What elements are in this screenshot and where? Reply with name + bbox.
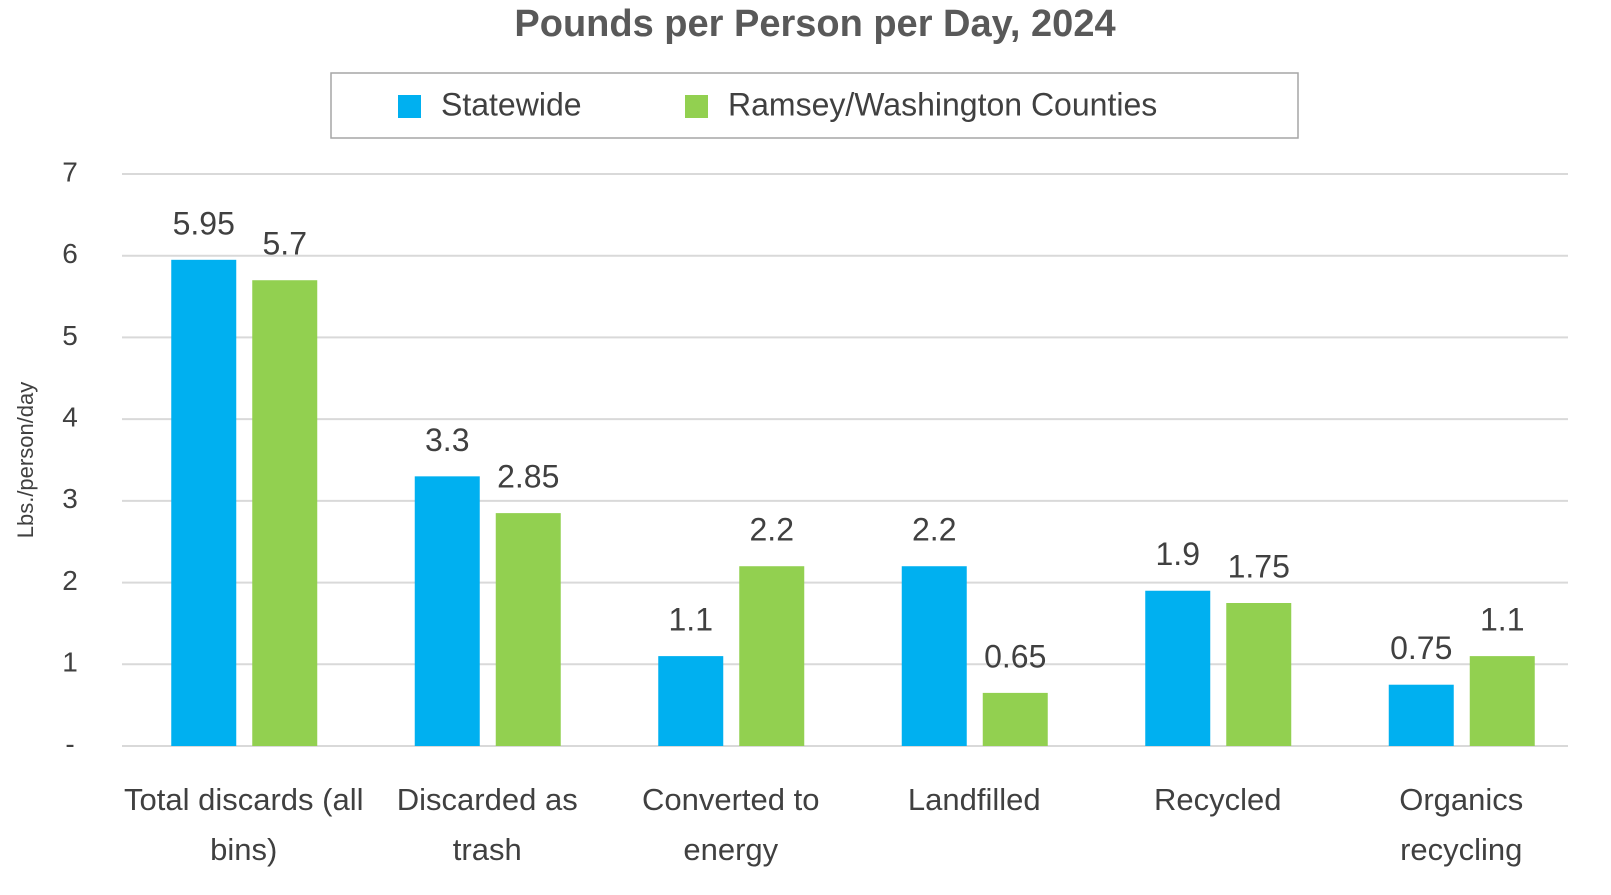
value-label: 2.85 bbox=[497, 459, 559, 495]
x-tick-label: Total discards (all bins) bbox=[124, 782, 364, 867]
x-tick-label: Recycled bbox=[1154, 782, 1282, 817]
y-tick-label: 3 bbox=[62, 483, 78, 514]
value-label: 5.7 bbox=[263, 226, 307, 262]
bar bbox=[1145, 590, 1211, 746]
chart-title: Pounds per Person per Day, 2024 bbox=[514, 3, 1115, 45]
bar bbox=[1469, 656, 1535, 746]
value-label: 0.75 bbox=[1390, 630, 1452, 666]
value-label: 2.2 bbox=[912, 512, 956, 548]
value-label: 1.1 bbox=[669, 602, 713, 638]
bar bbox=[1226, 603, 1292, 746]
bar bbox=[495, 513, 561, 746]
y-tick-label: - bbox=[65, 728, 74, 759]
value-label: 3.3 bbox=[425, 422, 469, 458]
x-tick-label: Landfilled bbox=[907, 782, 1041, 817]
bar bbox=[739, 566, 805, 746]
x-tick-label: Organics recycling bbox=[1399, 782, 1524, 867]
y-tick-label: 1 bbox=[62, 647, 78, 678]
bar bbox=[252, 280, 318, 746]
legend-label: Statewide bbox=[441, 86, 582, 122]
value-label: 0.65 bbox=[984, 638, 1046, 674]
bar bbox=[901, 566, 967, 746]
value-label: 1.75 bbox=[1228, 548, 1290, 584]
y-tick-label: 4 bbox=[62, 402, 78, 433]
x-tick-label: Discarded as trash bbox=[396, 782, 578, 867]
value-label: 1.9 bbox=[1156, 536, 1200, 572]
bar bbox=[171, 259, 237, 746]
bar bbox=[658, 656, 724, 746]
x-tick-label: Converted to energy bbox=[642, 782, 820, 867]
y-tick-label: 5 bbox=[62, 320, 78, 351]
y-tick-label: 7 bbox=[62, 156, 78, 187]
bar bbox=[982, 692, 1048, 746]
y-tick-label: 2 bbox=[62, 565, 78, 596]
legend-label: Ramsey/Washington Counties bbox=[728, 86, 1157, 122]
value-label: 5.95 bbox=[173, 205, 235, 241]
value-label: 2.2 bbox=[750, 512, 794, 548]
value-label: 1.1 bbox=[1480, 602, 1524, 638]
legend-swatch bbox=[398, 95, 421, 118]
y-tick-label: 6 bbox=[62, 238, 78, 269]
legend-box bbox=[330, 72, 1299, 139]
y-axis-label: Lbs./person/day bbox=[13, 382, 38, 539]
bar bbox=[414, 476, 480, 746]
legend-swatch bbox=[685, 95, 708, 118]
bar bbox=[1388, 684, 1454, 746]
